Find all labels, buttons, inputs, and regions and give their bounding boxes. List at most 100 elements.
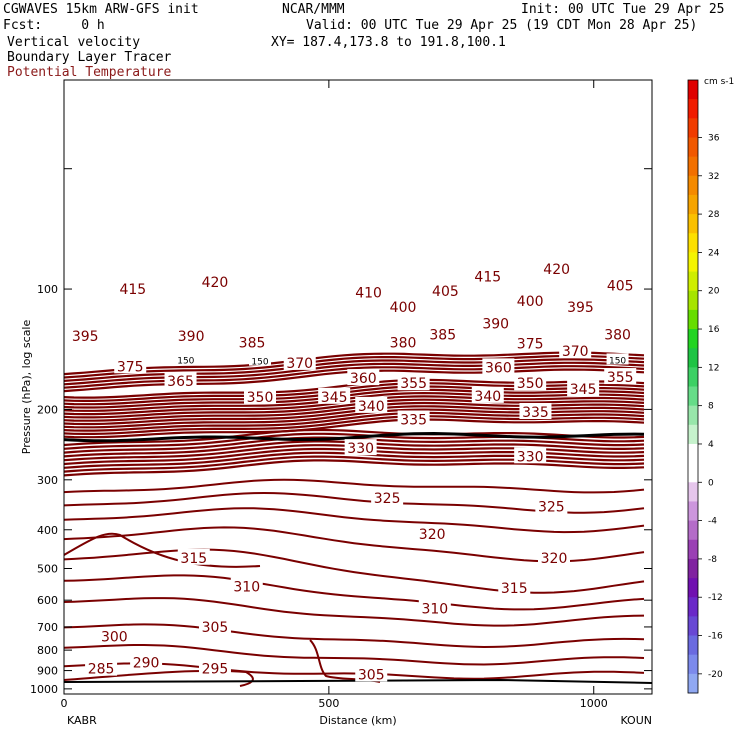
contour-label-bg <box>416 525 449 542</box>
colorbar-swatch <box>688 348 698 368</box>
contour-label-bg <box>130 653 163 670</box>
theta-contour-label: 345 <box>321 390 348 406</box>
x-tick-label: 1000 <box>580 697 608 710</box>
contour-label-bg <box>604 276 637 293</box>
contour-label-bg <box>514 334 547 351</box>
x-axis-label: Distance (km) <box>319 714 396 727</box>
y-tick-label: 800 <box>37 644 58 657</box>
theta-contour-label: 405 <box>432 284 459 300</box>
valid-time: Valid: 00 UTC Tue 29 Apr 25 (19 CDT Mon … <box>306 18 698 33</box>
colorbar-frame <box>687 79 699 694</box>
contour-label-bg <box>244 387 276 404</box>
x-tick-label: 0 <box>61 697 68 710</box>
theta-contour-line <box>63 391 645 412</box>
y-tick-label: 300 <box>37 474 58 487</box>
tracer-contour-label: 150 <box>609 356 626 366</box>
colorbar-swatch <box>688 443 698 464</box>
theta-contour-label: 350 <box>517 376 544 392</box>
colorbar-swatch <box>688 80 698 100</box>
theta-contour-line <box>63 395 645 416</box>
theta-contour-label: 420 <box>202 275 229 291</box>
colorbar-swatch <box>688 405 698 426</box>
contour-label-bg <box>519 402 552 419</box>
y-tick-label: 200 <box>37 403 58 416</box>
theta-contour-label: 290 <box>133 656 160 672</box>
contour-label-bg <box>471 267 504 284</box>
theta-contour-line <box>63 623 645 649</box>
colorbar-swatch <box>688 137 698 158</box>
contour-label-bg <box>514 447 547 464</box>
colorbar-swatch <box>688 118 698 138</box>
theta-contour-line <box>63 382 645 402</box>
colorbar-swatch <box>688 616 698 636</box>
theta-contour-label: 295 <box>202 662 229 678</box>
theta-contour-label: 340 <box>358 399 385 415</box>
contour-label-bg <box>601 325 634 342</box>
contour-label-bg <box>479 314 512 331</box>
theta-contour-label: 405 <box>607 279 634 295</box>
y-tick-label: 100 <box>37 283 58 296</box>
tracer-contours <box>63 431 653 684</box>
contour-label-bg <box>540 259 573 276</box>
org-label: NCAR/MMM <box>282 2 345 17</box>
theta-contour-line <box>63 418 645 439</box>
xy-endpoints: XY= 187.4,173.8 to 191.8,100.1 <box>271 35 506 50</box>
contour-label-bg <box>114 357 147 374</box>
colorbar-swatch <box>688 482 698 502</box>
theta-contour-label: 360 <box>485 360 512 376</box>
contour-label-bg <box>236 333 269 350</box>
contour-label-bg <box>567 380 600 397</box>
theta-contour-line <box>63 532 261 568</box>
tracer-contour-label: 150 <box>251 358 268 368</box>
theta-contour-label: 370 <box>286 356 313 372</box>
theta-contour-label: 390 <box>178 329 205 345</box>
tracer-label-bg <box>249 354 271 366</box>
theta-contour-label: 385 <box>239 335 266 351</box>
y-tick-label: 1000 <box>30 683 58 696</box>
colorbar-swatch <box>688 329 698 349</box>
theta-contour-label: 410 <box>355 285 382 301</box>
colorbar-label: -12 <box>708 593 723 603</box>
colorbar-label: 4 <box>708 440 714 450</box>
tracer-label-bg <box>606 353 629 365</box>
contour-label-bg <box>538 548 570 565</box>
tracer-contour-line <box>63 431 645 443</box>
theta-contour-line <box>63 351 645 376</box>
colorbar-swatch <box>688 501 698 521</box>
colorbar-label: 20 <box>708 287 720 297</box>
forecast-hour: Fcst: 0 h <box>3 18 105 33</box>
colorbar-swatch <box>688 271 698 292</box>
contour-label-bg <box>198 617 231 634</box>
contour-label-bg <box>514 291 547 308</box>
theta-contour-label: 395 <box>72 329 99 345</box>
theta-contour-line <box>63 644 645 666</box>
colorbar-swatch <box>688 214 698 234</box>
colorbar-swatch <box>688 252 698 272</box>
contour-label-bg <box>164 372 197 389</box>
colorbar-label: 24 <box>708 248 720 258</box>
contour-label-bg <box>535 497 568 514</box>
colorbar-label: 36 <box>708 133 720 143</box>
contour-label-bg <box>482 358 515 375</box>
colorbar-swatch <box>688 175 698 196</box>
model-title: CGWAVES 15km ARW-GFS init <box>3 2 199 17</box>
theta-contour-label: 385 <box>429 328 456 344</box>
contour-label-bg <box>344 439 377 456</box>
theta-contour-label: 305 <box>358 667 385 683</box>
colorbar-swatch <box>688 233 698 253</box>
theta-contours <box>63 351 645 687</box>
theta-contour-line <box>63 478 645 494</box>
contour-label-bg <box>177 548 210 565</box>
contour-label-bg <box>175 326 208 343</box>
theta-contour-line <box>63 459 645 477</box>
theta-contour-line <box>63 365 645 389</box>
colorbar-label: 12 <box>708 363 719 373</box>
theta-contour-label: 305 <box>202 620 229 636</box>
theta-contour-line <box>63 428 645 447</box>
colorbar-label: 28 <box>708 210 720 220</box>
colorbar-swatch <box>688 654 698 675</box>
theta-contour-label: 330 <box>347 441 374 457</box>
colorbar-swatch <box>688 156 698 177</box>
theta-contour-line <box>63 388 645 409</box>
theta-contour-label: 355 <box>400 376 427 392</box>
